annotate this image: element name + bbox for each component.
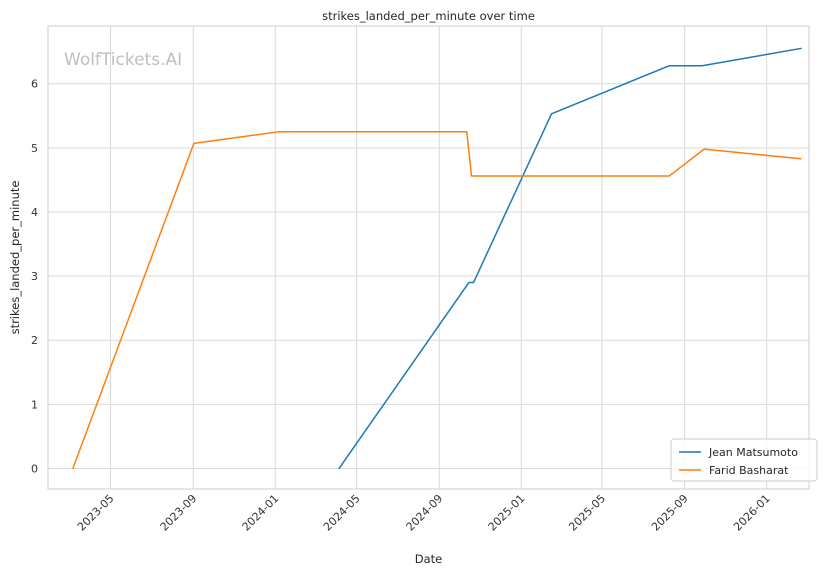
chart-title: strikes_landed_per_minute over time <box>322 9 535 23</box>
x-tick-label: 2026-01 <box>731 492 773 534</box>
y-tick-label: 2 <box>31 334 38 347</box>
grid-lines <box>48 26 809 489</box>
legend-box <box>670 438 818 482</box>
x-tick-label: 2024-01 <box>240 492 282 534</box>
x-tick-label: 2025-05 <box>566 492 608 534</box>
x-axis-title: Date <box>415 552 443 566</box>
y-tick-label: 4 <box>31 206 38 219</box>
x-tick-label: 2025-09 <box>649 492 691 534</box>
y-tick-label: 1 <box>31 398 38 411</box>
y-tick-label: 6 <box>31 78 38 91</box>
y-tick-label: 3 <box>31 270 38 283</box>
x-tick-label: 2024-09 <box>404 492 446 534</box>
y-tick-labels: 0 1 2 3 4 5 6 <box>31 78 38 476</box>
y-tick-label: 5 <box>31 142 38 155</box>
series-line-1 <box>338 47 802 470</box>
legend-label-1: Jean Matsumoto <box>708 446 798 459</box>
x-tick-labels: 2023-05 2023-09 2024-01 2024-05 2024-09 2025-… <box>75 492 773 534</box>
legend: Jean Matsumoto Farid Basharat <box>670 438 818 482</box>
x-tick-label: 2025-01 <box>486 492 528 534</box>
y-axis-title: strikes_landed_per_minute <box>8 181 22 335</box>
plot-frame <box>47 25 810 490</box>
x-tick-label: 2023-09 <box>158 492 200 534</box>
x-tick-label: 2024-05 <box>321 492 363 534</box>
y-tick-label: 0 <box>31 462 38 475</box>
watermark-text: WolfTickets.AI <box>64 50 182 70</box>
series-line-2 <box>72 131 802 470</box>
x-tick-label: 2023-05 <box>75 492 117 534</box>
series-lines <box>72 47 802 470</box>
legend-label-2: Farid Basharat <box>709 464 789 477</box>
